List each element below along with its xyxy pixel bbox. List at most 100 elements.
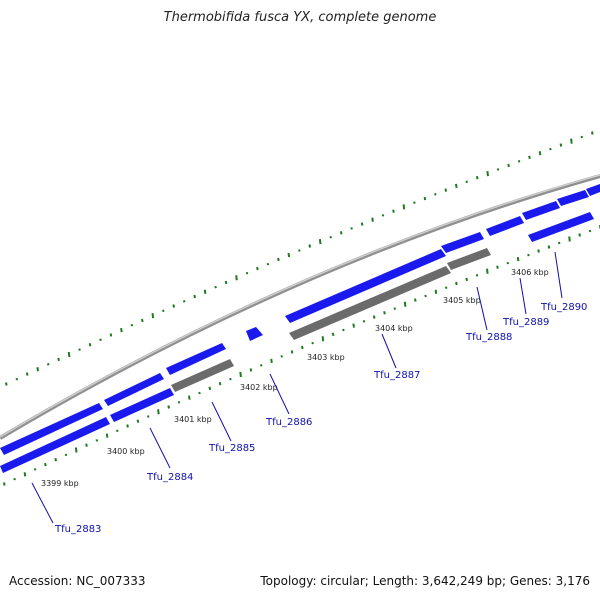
gc-tick-inner — [516, 256, 520, 262]
gc-tick-inner — [455, 281, 458, 286]
scale-tick-3404: 3404 kbp — [375, 324, 413, 333]
gene-tfu-2889-forward[interactable] — [486, 216, 524, 236]
gene-label-tfu-2884[interactable]: Tfu_2884 — [146, 472, 193, 483]
gc-tick-inner — [465, 277, 468, 282]
gene-tfu-2890-forward[interactable] — [522, 201, 560, 220]
gc-tick-outer — [120, 327, 123, 333]
gene-label-tfu-2885[interactable]: Tfu_2885 — [208, 443, 255, 454]
gene-tfu-2885-forward[interactable] — [166, 343, 226, 375]
leader-tfu-2886 — [269, 373, 290, 415]
leader-tfu-2885 — [211, 401, 232, 442]
gc-tick-inner — [229, 377, 232, 381]
gc-tick-inner — [54, 458, 57, 462]
gc-tick-outer — [235, 275, 238, 281]
gc-tick-inner — [383, 311, 386, 315]
gc-tick-outer — [591, 131, 594, 135]
gc-tick-inner — [64, 453, 68, 457]
scale-tick-3402: 3402 kbp — [240, 383, 278, 392]
gc-tick-inner — [44, 462, 47, 467]
pseudogene-tfu-2885[interactable] — [171, 359, 234, 392]
gc-tick-inner — [85, 443, 88, 447]
gene-label-leaders — [31, 251, 563, 524]
gene-tfu-2883-reverse[interactable] — [0, 417, 110, 473]
gc-tick-outer — [182, 300, 186, 303]
gc-tick-outer — [339, 231, 343, 235]
gene-tfu-2892-forward[interactable] — [586, 184, 600, 196]
gc-tick-inner — [146, 415, 150, 418]
gc-tick-inner — [3, 482, 6, 486]
gc-tick-inner — [352, 323, 355, 328]
scale-tick-3406: 3406 kbp — [511, 268, 549, 277]
gc-tick-inner — [218, 382, 222, 386]
gene-tfu-2884-reverse[interactable] — [110, 388, 174, 422]
gc-tick-inner — [372, 315, 376, 319]
gc-tick-inner — [116, 429, 119, 433]
gene-tfu-2891-forward[interactable] — [557, 190, 589, 206]
pseudogene-tfu-2887[interactable] — [289, 266, 451, 340]
gc-skew-track-outer — [5, 131, 594, 386]
gene-tfu-2886-forward[interactable] — [246, 327, 263, 341]
gc-tick-inner — [547, 245, 551, 249]
gc-tick-inner — [537, 249, 540, 253]
gc-tick-inner — [249, 368, 253, 372]
gc-tick-inner — [331, 332, 335, 336]
gc-tick-outer — [266, 262, 270, 266]
gc-tick-inner — [208, 386, 212, 390]
gc-tick-outer — [67, 351, 71, 358]
gc-tick-outer — [88, 343, 92, 347]
pseudogene-tfu-2888[interactable] — [447, 248, 491, 270]
accession-label: Accession: — [9, 574, 73, 588]
gc-tick-inner — [424, 294, 427, 298]
gene-tfu-2884-forward[interactable] — [104, 373, 164, 406]
gc-tick-outer — [580, 135, 584, 139]
gc-tick-outer — [455, 183, 458, 189]
gene-label-tfu-2889[interactable]: Tfu_2889 — [502, 317, 549, 328]
gc-tick-inner — [157, 409, 160, 415]
gc-tick-inner — [290, 350, 294, 354]
gc-tick-outer — [318, 238, 322, 245]
gc-tick-inner — [506, 261, 510, 265]
gc-tick-outer — [559, 143, 563, 147]
accession-info: Accession: NC_007333 — [9, 574, 146, 588]
gc-tick-outer — [46, 363, 50, 366]
gc-tick-inner — [475, 274, 479, 277]
gc-tick-outer — [224, 280, 228, 285]
gc-tick-outer — [141, 318, 144, 323]
gc-tick-inner — [188, 395, 191, 400]
gene-label-tfu-2887[interactable]: Tfu_2887 — [373, 370, 420, 381]
gc-tick-inner — [568, 236, 571, 242]
gc-tick-inner — [444, 286, 448, 289]
gc-tick-inner — [259, 364, 263, 367]
gc-tick-outer — [329, 235, 332, 239]
gc-tick-inner — [239, 371, 242, 378]
gc-tick-inner — [403, 301, 407, 307]
gc-tick-outer — [203, 289, 207, 294]
gc-tick-outer — [99, 338, 102, 342]
gene-label-tfu-2883[interactable]: Tfu_2883 — [54, 524, 101, 535]
gc-tick-inner — [198, 391, 201, 395]
gene-label-tfu-2890[interactable]: Tfu_2890 — [540, 302, 587, 313]
gene-label-tfu-2886[interactable]: Tfu_2886 — [265, 417, 312, 428]
scale-tick-3405: 3405 kbp — [443, 296, 481, 305]
forward-strand-track — [0, 184, 600, 455]
gc-tick-inner — [527, 253, 530, 257]
gc-tick-inner — [280, 355, 283, 358]
gc-tick-outer — [360, 222, 364, 226]
gene-tfu-2890-reverse[interactable] — [528, 212, 594, 242]
gc-tick-outer — [444, 188, 448, 192]
gc-tick-outer — [109, 333, 113, 337]
gene-tfu-2887-forward[interactable] — [285, 249, 446, 323]
gene-tfu-2888-forward[interactable] — [441, 232, 484, 253]
gc-tick-outer — [570, 138, 573, 144]
gene-label-tfu-2888[interactable]: Tfu_2888 — [465, 332, 512, 343]
gene-tfu-2883-forward[interactable] — [0, 403, 103, 455]
gc-tick-inner — [270, 358, 273, 364]
scale-tick-3399: 3399 kbp — [41, 479, 79, 488]
accession-value: NC_007333 — [76, 574, 146, 588]
gc-tick-outer — [507, 163, 510, 168]
gc-tick-outer — [423, 196, 427, 201]
leader-tfu-2888 — [476, 286, 488, 331]
leader-tfu-2890 — [554, 251, 563, 299]
gc-tick-outer — [381, 214, 385, 217]
